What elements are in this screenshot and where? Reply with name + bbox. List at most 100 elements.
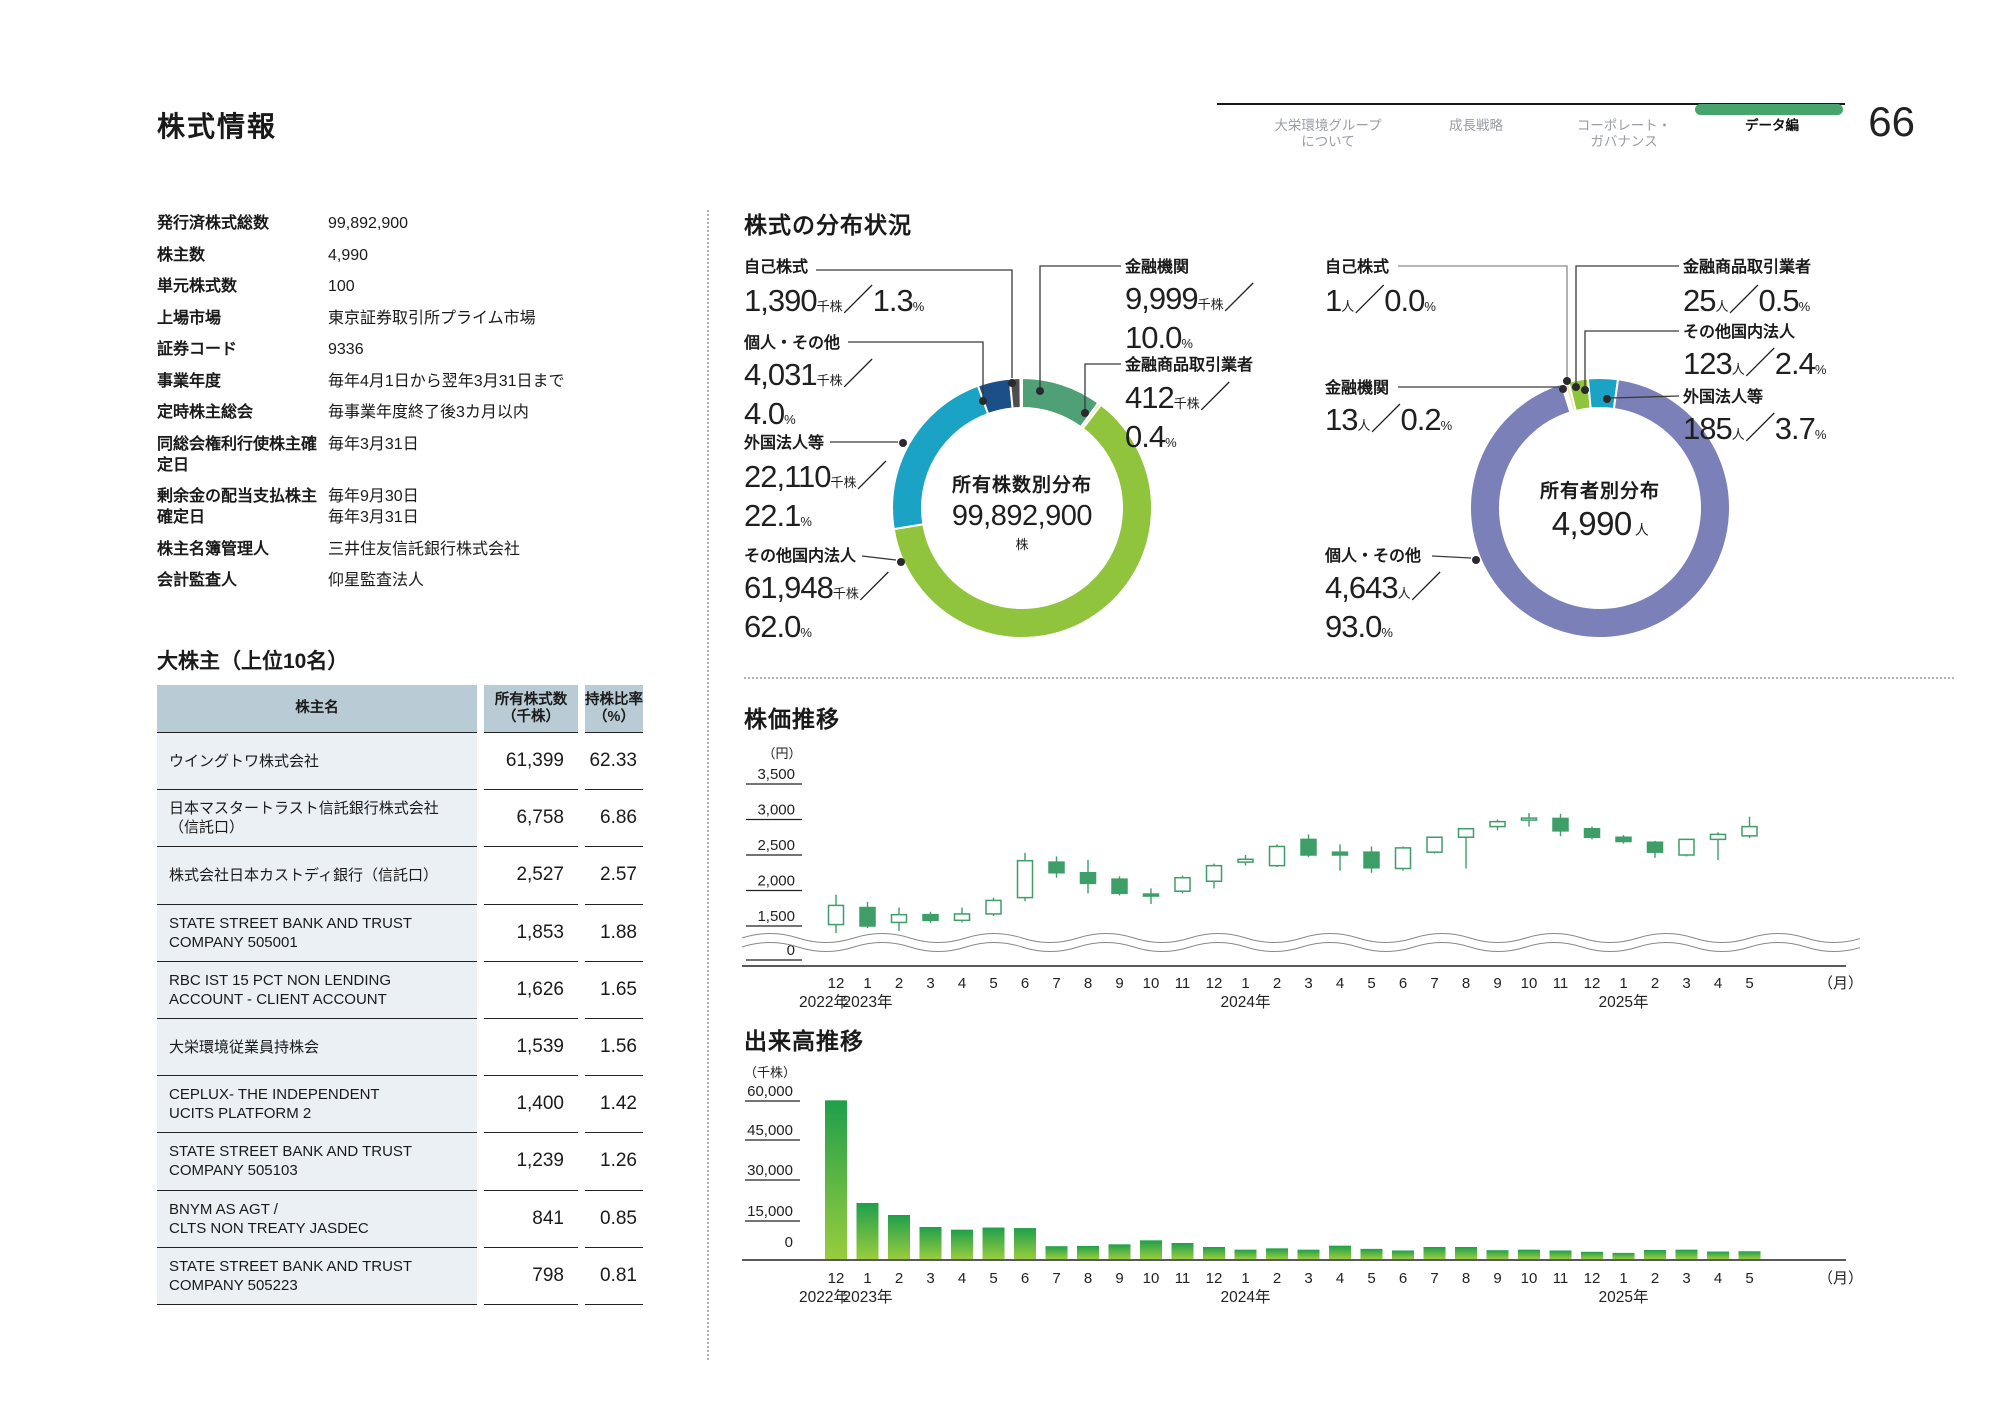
shareholder-ratio-2: 2.57 (585, 847, 643, 905)
volume-month-label: 2 (1651, 1270, 1659, 1287)
callout-label: 金融商品取引業者 (1683, 259, 1812, 276)
volume-ytick: 45,000 (747, 1122, 793, 1139)
info-label: 株主名簿管理人 (157, 540, 270, 558)
price-month-label: 2 (895, 975, 903, 992)
volume-year-label: 2023年 (843, 1288, 893, 1306)
volume-month-label: 4 (958, 1270, 966, 1287)
volume-bar-10 (1140, 1240, 1162, 1259)
callout-自己株式: 自己株式 1人／0.0% (1325, 258, 1436, 323)
volume-bar-6 (1392, 1250, 1414, 1259)
volume-bar-6 (1014, 1228, 1036, 1259)
donut1-center-label: 所有株数別分布 99,892,900 株 (951, 475, 1093, 552)
shareholder-name-2: 株式会社日本カストディ銀行（信託口） (157, 847, 477, 905)
price-ytick: 3,000 (757, 802, 795, 819)
callout-金融機関: 金融機関 13人／0.2% (1325, 379, 1452, 442)
price-month-label: 10 (1521, 975, 1538, 992)
info-label: 株主数 (157, 246, 206, 264)
volume-bar-12 (825, 1100, 847, 1259)
candle-6 (1016, 859, 1034, 899)
volume-bar-2 (888, 1215, 910, 1259)
donut2-center-label: 所有者別分布 4,990 人 (1539, 481, 1660, 542)
volume-bar-3 (919, 1227, 942, 1259)
volume-chart-heading: 出来高推移 (744, 1028, 864, 1054)
callout-label: 金融機関 (1325, 380, 1390, 397)
volume-month-label: 2 (1273, 1270, 1281, 1287)
info-row-0: 発行済株式総数 99,892,900 (157, 213, 717, 234)
volume-bar-3 (1675, 1249, 1698, 1259)
shareholder-ratio-1: 6.86 (585, 790, 643, 848)
volume-month-label: 3 (1682, 1270, 1690, 1287)
nav-tab-2[interactable]: コーポレート・ ガバナンス (1576, 118, 1672, 149)
callout-その他国内法人: その他国内法人 61,948千株／ 62.0% (744, 547, 890, 649)
callout-label: 個人・その他 (1325, 548, 1422, 565)
price-month-label: 9 (1493, 975, 1501, 992)
volume-bar-9 (1486, 1250, 1509, 1259)
candle-5 (1741, 825, 1758, 837)
callout-自己株式: 自己株式 1,390千株／1.3% (744, 258, 924, 323)
callout-value: 1,390千株／1.3% (744, 283, 925, 318)
col-header-shares: 所有株式数 （千株） (484, 685, 578, 733)
volume-bar-1 (1612, 1252, 1635, 1259)
info-value: 100 (328, 278, 355, 295)
column-gap (578, 1190, 585, 1248)
major-shareholders-table: 株主名 所有株式数 （千株） 持株比率 （%） ウイングトワ株式会社 61,399 62.… (157, 685, 643, 1305)
volume-month-label: 1 (863, 1270, 871, 1287)
info-label: 発行済株式総数 (157, 215, 270, 232)
column-gap (477, 1190, 484, 1248)
nav-tab-0[interactable]: 大栄環境グループ について (1274, 118, 1382, 149)
info-value: 毎年9月30日 毎年3月31日 (328, 488, 419, 526)
column-gap (477, 733, 484, 791)
candle-7 (1426, 836, 1443, 853)
candle-3 (1300, 838, 1317, 856)
volume-month-label: 12 (1584, 1270, 1601, 1287)
price-ytick: 2,500 (757, 837, 795, 854)
callout-金融機関: 金融機関 9,999千株／ 10.0% (1125, 258, 1255, 360)
callout-label: その他国内法人 (1683, 324, 1796, 341)
column-gap (578, 904, 585, 962)
price-month-label: 7 (1052, 975, 1060, 992)
info-row-7: 同総会権利行使株主確定日 毎年3月31日 (157, 434, 717, 476)
info-label: 単元株式数 (157, 278, 238, 295)
info-label: 証券コード (157, 341, 238, 358)
callout-value: 9,999千株／ 10.0% (1125, 281, 1255, 355)
volume-month-label: 5 (989, 1270, 997, 1287)
volume-year-label: 2022年 (799, 1288, 849, 1306)
info-value: 4,990 (328, 246, 369, 264)
shareholder-shares-6: 1,400 (484, 1076, 578, 1134)
shareholder-ratio-6: 1.42 (585, 1076, 643, 1134)
price-month-label: 1 (1619, 975, 1627, 992)
price-month-label: 3 (1682, 975, 1690, 992)
price-ytick: 2,000 (757, 873, 795, 890)
volume-bar-8 (1077, 1245, 1099, 1259)
info-row-8: 剰余金の配当支払株主確定日 毎年9月30日 毎年3月31日 (157, 486, 717, 528)
volume-bar-7 (1045, 1246, 1068, 1259)
column-gap (477, 1133, 484, 1191)
info-value: 毎年3月31日 (328, 435, 419, 453)
volume-month-label: 7 (1430, 1270, 1438, 1287)
price-month-label: 1 (863, 975, 871, 992)
volume-month-label: 2 (895, 1270, 903, 1287)
callout-value: 25人／0.5% (1683, 283, 1811, 318)
candle-11 (1174, 876, 1191, 892)
nav-active-pill (1695, 104, 1843, 115)
candle-1 (1237, 858, 1254, 863)
volume-month-label: 6 (1399, 1270, 1407, 1287)
volume-bar-4 (1707, 1251, 1729, 1259)
column-gap (578, 1018, 585, 1077)
price-year-label: 2024年 (1221, 993, 1271, 1011)
price-month-unit: （月） (1818, 975, 1860, 992)
callout-value: 185人／3.7% (1683, 411, 1827, 446)
shareholder-ratio-4: 1.65 (585, 962, 643, 1019)
volume-month-label: 5 (1367, 1270, 1375, 1287)
nav-tab-3[interactable]: データ編 (1745, 118, 1799, 133)
price-ytick: 0 (787, 942, 795, 959)
shareholder-name-6: CEPLUX- THE INDEPENDENT UCITS PLATFORM 2 (157, 1076, 477, 1134)
candle-5 (985, 899, 1002, 915)
callout-value: 123人／2.4% (1683, 346, 1827, 381)
shareholder-shares-3: 1,853 (484, 905, 578, 962)
nav-tab-1[interactable]: 成長戦略 (1449, 118, 1503, 133)
volume-bar-4 (1329, 1245, 1351, 1259)
candle-11 (1552, 817, 1569, 832)
column-gap (477, 961, 484, 1019)
callout-外国法人等: 外国法人等 185人／3.7% (1683, 388, 1826, 451)
